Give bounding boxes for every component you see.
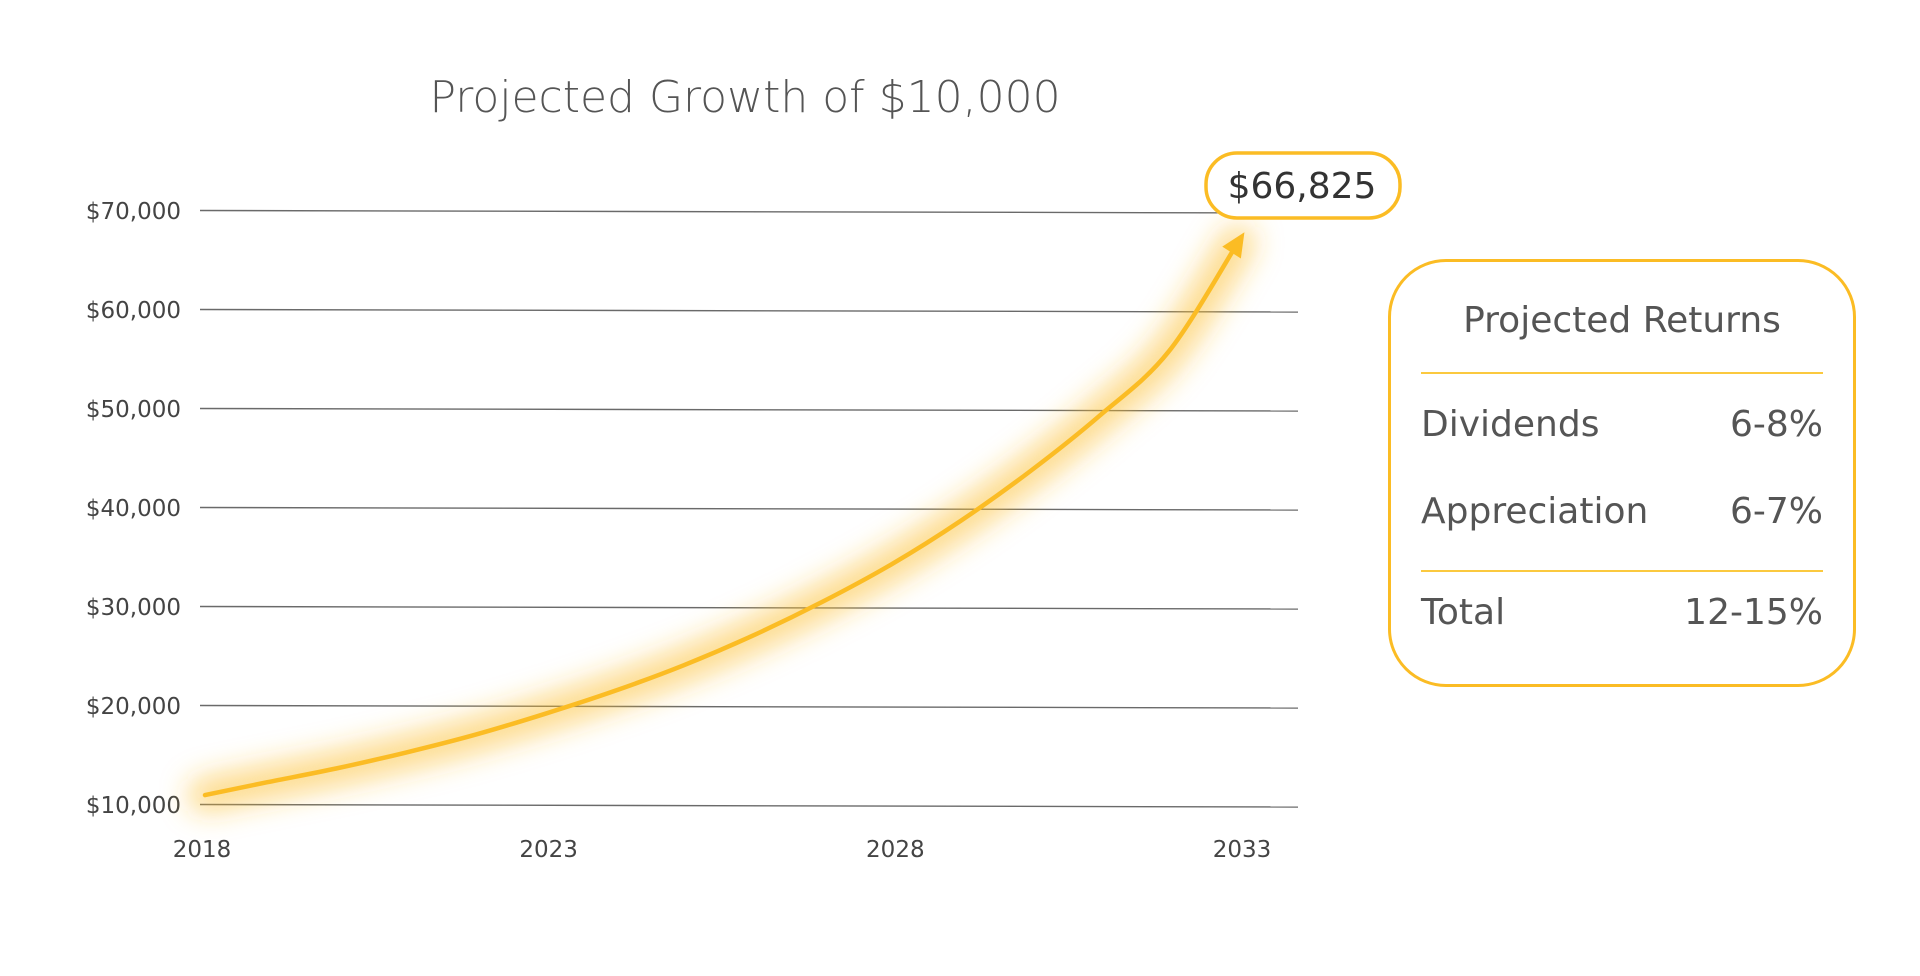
y-tick-label: $30,000	[86, 595, 181, 621]
value-callout: $66,825	[1204, 151, 1402, 220]
grid-line	[199, 209, 1299, 214]
returns-row-appreciation: Appreciation 6-7%	[1421, 491, 1823, 532]
returns-total-value: 12-15%	[1684, 592, 1823, 633]
grid-line	[199, 704, 1299, 709]
grid-line	[199, 803, 1299, 808]
grid-line	[199, 605, 1299, 610]
x-tick-label: 2023	[519, 837, 578, 863]
callout-label: $66,825	[1228, 166, 1377, 207]
returns-title: Projected Returns	[1463, 300, 1781, 341]
series-arrowhead	[1222, 232, 1245, 259]
y-tick-label: $20,000	[86, 694, 181, 720]
y-tick-label: $40,000	[86, 496, 181, 522]
projected-returns-panel: Projected Returns Dividends 6-8% Appreci…	[1388, 259, 1856, 687]
chart-title: Projected Growth of $10,000	[429, 72, 1060, 123]
x-tick-label: 2033	[1213, 837, 1272, 863]
y-tick-label: $70,000	[86, 199, 181, 225]
returns-row-dividends: Dividends 6-8%	[1421, 404, 1823, 445]
grid-line	[199, 506, 1299, 511]
series-group	[188, 225, 1255, 813]
x-tick-label: 2028	[866, 837, 925, 863]
x-tick-label: 2018	[173, 837, 232, 863]
series-line	[202, 240, 1241, 798]
returns-total-label: Total	[1421, 592, 1506, 633]
x-axis-ticks: 2018 2023 2028 2033	[173, 837, 1272, 863]
returns-row-total: Total 12-15%	[1421, 592, 1823, 633]
y-tick-label: $60,000	[86, 298, 181, 324]
grid-line	[199, 308, 1299, 313]
series-line-glow	[188, 225, 1255, 813]
y-axis-ticks: $10,000 $20,000 $30,000 $40,000 $50,000 $60,0…	[86, 199, 181, 819]
returns-divider-bottom	[1421, 570, 1823, 572]
y-tick-label: $10,000	[86, 793, 181, 819]
returns-row-label: Appreciation	[1421, 491, 1649, 532]
returns-divider-top	[1421, 372, 1823, 374]
returns-row-value: 6-8%	[1729, 404, 1823, 445]
returns-row-label: Dividends	[1421, 404, 1600, 445]
y-tick-label: $50,000	[86, 397, 181, 423]
grid-lines	[199, 209, 1299, 808]
callout-box	[1204, 151, 1402, 220]
returns-row-value: 6-7%	[1729, 491, 1823, 532]
